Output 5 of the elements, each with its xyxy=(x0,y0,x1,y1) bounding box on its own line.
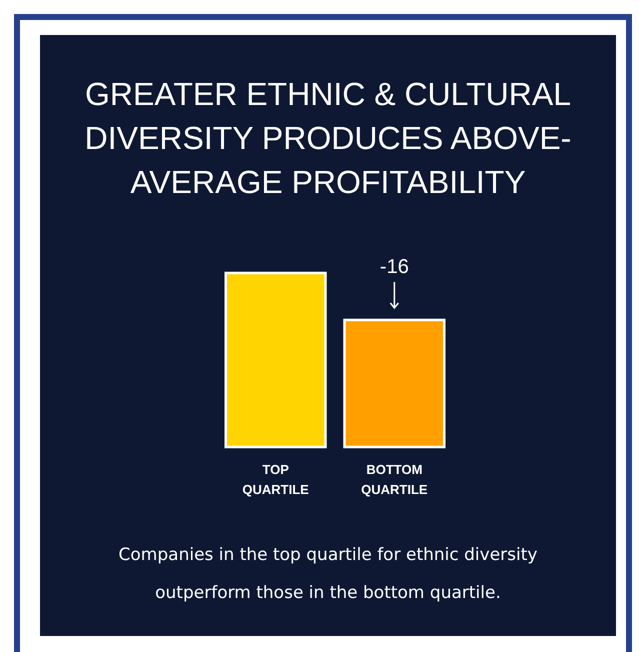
x-tick-label: TOP QUARTILE xyxy=(242,462,310,497)
chart-title: GREATER ETHNIC & CULTURAL DIVERSITY PRODUCES ABOVE-AVERAGE PROFITABILITY xyxy=(84,76,572,200)
x-tick-label: BOTTOM QUARTILE xyxy=(361,462,428,497)
annotation: -16 xyxy=(380,256,409,278)
text: Companies in the top quartile for ethnic diversity outperform those in the bottom quartile. xyxy=(118,545,538,603)
